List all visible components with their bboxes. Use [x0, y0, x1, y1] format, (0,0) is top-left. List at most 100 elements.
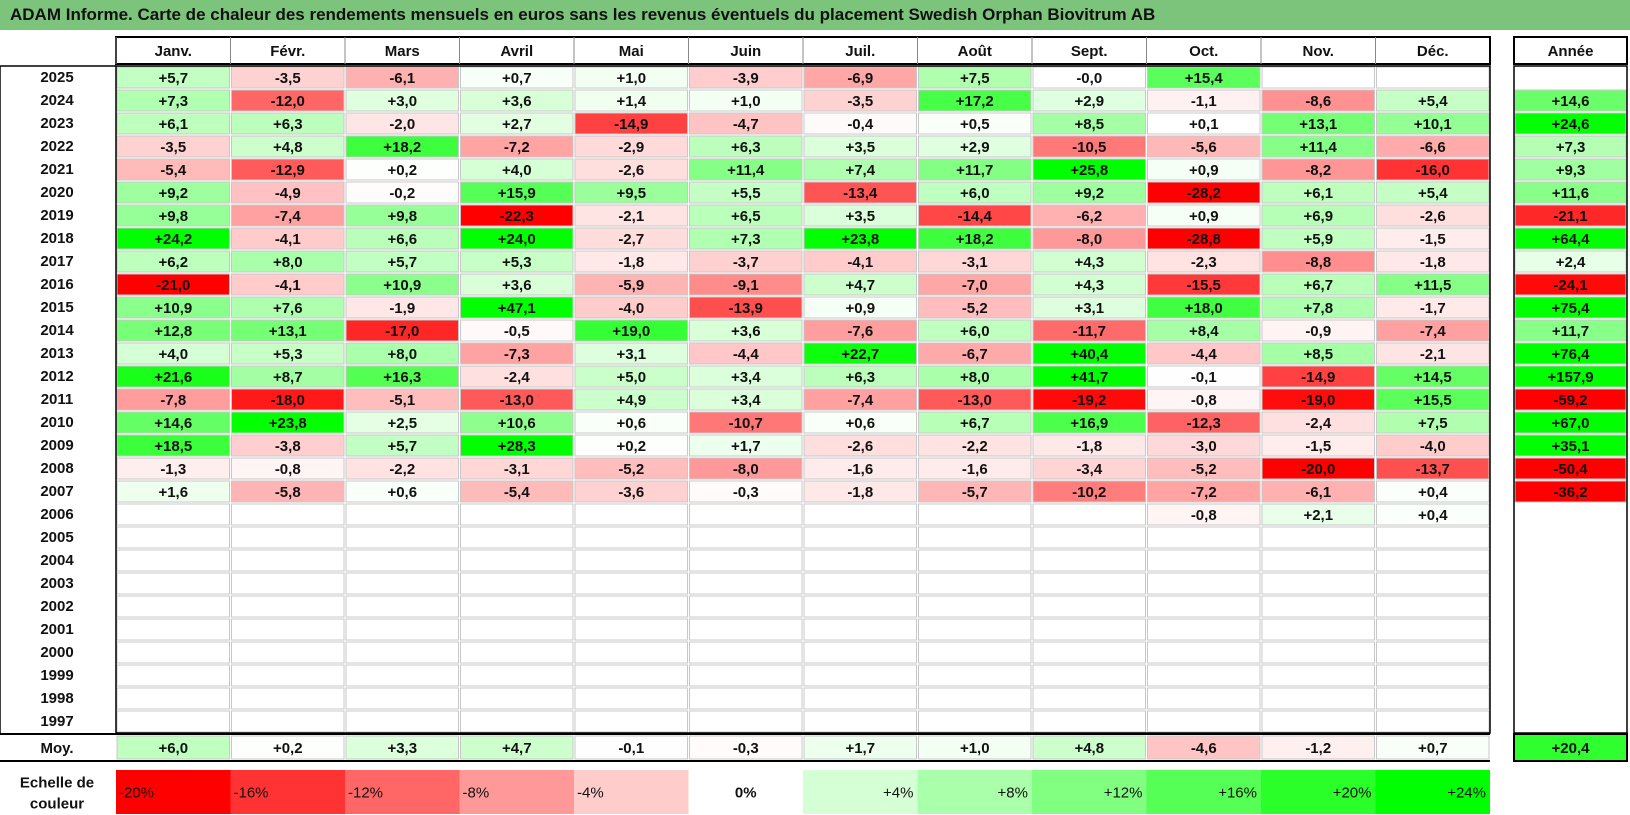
scale-swatch: [459, 770, 574, 814]
heatmap-cell: [460, 526, 574, 549]
heatmap-cell: [460, 135, 574, 158]
cell-value: +4,7: [845, 277, 875, 294]
heatmap-cell: [116, 319, 230, 342]
heatmap-cell: [460, 342, 574, 365]
heatmap-cell: [1261, 503, 1375, 526]
scale-tick-label: +24%: [1447, 785, 1486, 802]
heatmap-cell: [803, 595, 917, 618]
heatmap-cell: [231, 664, 345, 687]
heatmap-cell: [1147, 112, 1261, 135]
heatmap-cell: [1261, 641, 1375, 664]
heatmap-cell: [460, 250, 574, 273]
cell-value: +3,1: [616, 346, 646, 363]
cell-value: -3,7: [733, 254, 759, 271]
cell-value: -2,1: [618, 208, 644, 225]
cell-value: +5,4: [1418, 185, 1448, 202]
heatmap-cell: [1376, 365, 1490, 388]
average-value: +4,7: [502, 740, 532, 757]
cell-value: +6,3: [731, 139, 761, 156]
heatmap-cell: [1032, 181, 1146, 204]
cell-value: -6,6: [1420, 139, 1446, 156]
row-year-label: 2002: [40, 598, 73, 615]
heatmap-cell: [803, 480, 917, 503]
cell-value: +11,4: [1300, 139, 1338, 156]
heatmap-cell: [574, 250, 688, 273]
heatmap-cell: [1376, 526, 1490, 549]
average-value: +6,0: [158, 740, 188, 757]
average-value: +0,7: [1418, 740, 1448, 757]
heatmap-cell: [918, 710, 1032, 733]
heatmap-cell: [574, 365, 688, 388]
heatmap-cell: [460, 112, 574, 135]
row-year-label: 2023: [40, 115, 73, 132]
heatmap-cell: [345, 66, 459, 89]
heatmap-cell: [116, 503, 230, 526]
cell-value: -4,0: [1420, 438, 1446, 455]
heatmap-cell: [116, 89, 230, 112]
heatmap-cell: [231, 250, 345, 273]
cell-value: -7,4: [847, 392, 874, 409]
column-header: Sept.: [1071, 43, 1108, 60]
cell-value: +13,1: [269, 323, 307, 340]
heatmap-cell: [574, 181, 688, 204]
heatmap-cell: [1261, 112, 1375, 135]
cell-value: -13,0: [500, 392, 534, 409]
heatmap-cell: [803, 204, 917, 227]
cell-value: +9,5: [616, 185, 646, 202]
heatmap-cell: [116, 388, 230, 411]
chart-title: ADAM Informe. Carte de chaleur des rende…: [0, 0, 1630, 30]
cell-value: -1,6: [962, 461, 988, 478]
heatmap-cell: [1376, 250, 1490, 273]
heatmap-cell: [345, 135, 459, 158]
cell-value: +14,5: [1414, 369, 1452, 386]
heatmap-cell: [460, 618, 574, 641]
heatmap-cell: [1261, 411, 1375, 434]
heatmap-cell: [116, 204, 230, 227]
heatmap-cell: [231, 296, 345, 319]
cell-value: -2,4: [1305, 415, 1332, 432]
cell-value: +0,6: [387, 484, 417, 501]
cell-value: -1,3: [160, 461, 186, 478]
cell-value: -11,7: [1073, 323, 1106, 340]
cell-value: +3,5: [845, 139, 875, 156]
heatmap-cell: [1376, 227, 1490, 250]
annual-cell: [1514, 480, 1627, 503]
scale-swatch: [1375, 770, 1490, 814]
average-cell: [574, 735, 688, 760]
annual-value: -36,2: [1553, 484, 1587, 501]
cell-value: +12,8: [154, 323, 192, 340]
heatmap-cell: [345, 273, 459, 296]
heatmap-cell: [689, 66, 803, 89]
heatmap-cell: [231, 89, 345, 112]
heatmap-cell: [803, 388, 917, 411]
scale-tick-label: +4%: [883, 785, 913, 802]
heatmap-cell: [231, 342, 345, 365]
cell-value: +15,5: [1414, 392, 1452, 409]
cell-value: +2,7: [502, 116, 532, 133]
heatmap-cell: [1147, 319, 1261, 342]
cell-value: +16,3: [383, 369, 421, 386]
row-year-label: 2014: [40, 322, 74, 339]
heatmap-cell: [1032, 595, 1146, 618]
heatmap-cell: [918, 549, 1032, 572]
row-year-label: 2008: [40, 460, 73, 477]
cell-value: +21,6: [154, 369, 192, 386]
cell-value: -3,8: [275, 438, 301, 455]
heatmap-cell: [1376, 572, 1490, 595]
heatmap-cell: [116, 549, 230, 572]
heatmap-cell: [1261, 572, 1375, 595]
cell-value: +4,0: [158, 346, 188, 363]
heatmap-cell: [803, 273, 917, 296]
cell-value: -3,1: [962, 254, 988, 271]
heatmap-cell: [1032, 641, 1146, 664]
cell-value: -2,7: [618, 231, 644, 248]
heatmap-cell: [345, 595, 459, 618]
heatmap-cell: [1147, 158, 1261, 181]
annual-cell: [1514, 250, 1627, 273]
heatmap-cell: [345, 434, 459, 457]
heatmap-cell: [918, 227, 1032, 250]
heatmap-cell: [1147, 687, 1261, 710]
heatmap-cell: [231, 158, 345, 181]
heatmap-cell: [918, 135, 1032, 158]
heatmap-cell: [1261, 388, 1375, 411]
